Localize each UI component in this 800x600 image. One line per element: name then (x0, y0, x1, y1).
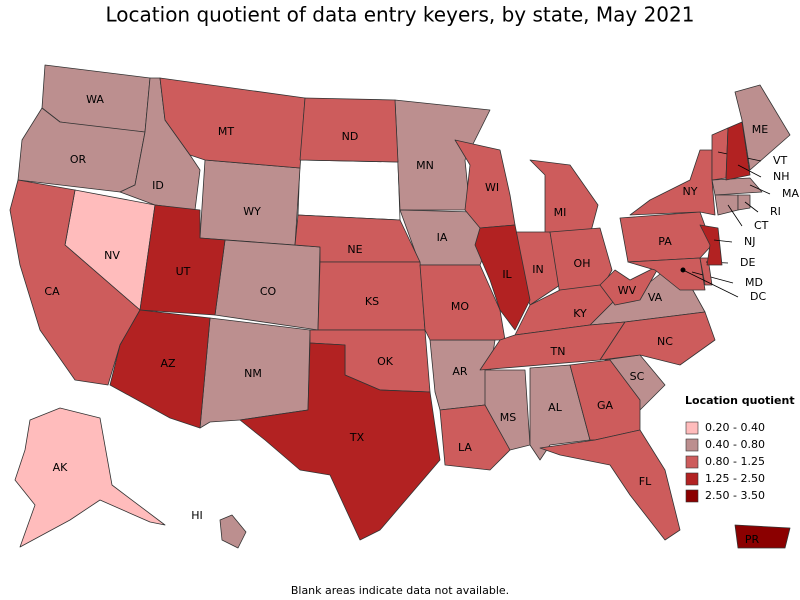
state-label: MS (500, 411, 516, 424)
state-label: NY (683, 185, 698, 198)
state-label: DE (740, 256, 755, 269)
legend-label: 2.50 - 3.50 (705, 489, 765, 502)
state-label: CO (260, 285, 277, 298)
state-label: PR (745, 533, 760, 546)
state (109, 309, 211, 429)
state (239, 342, 441, 541)
state-label: NM (244, 367, 262, 380)
state-label: OR (70, 153, 87, 166)
legend-swatch (685, 438, 699, 452)
legend-label: 0.80 - 1.25 (705, 455, 765, 468)
state-label: MO (451, 300, 469, 313)
state-label: MD (745, 276, 763, 289)
state-label: NC (657, 335, 673, 348)
state (629, 149, 716, 216)
state-label: KY (573, 307, 587, 320)
state (711, 127, 729, 181)
state-label: NJ (744, 235, 755, 248)
state-label: IN (532, 263, 543, 276)
state-label: OK (377, 355, 394, 368)
state-label: MI (554, 206, 567, 219)
state-label: AZ (160, 357, 176, 370)
state (299, 97, 399, 163)
state (725, 121, 751, 181)
leader-line (737, 164, 762, 178)
state (734, 84, 791, 171)
state-label: FL (639, 475, 652, 488)
state-label: SC (630, 370, 645, 383)
legend-label: 0.40 - 0.80 (705, 438, 765, 451)
state (439, 404, 511, 471)
state-label: CT (754, 219, 769, 232)
legend-label: 0.20 - 0.40 (705, 421, 765, 434)
state-label: AL (548, 401, 563, 414)
legend-swatch (685, 489, 699, 503)
state (737, 194, 751, 211)
state-label: NE (347, 243, 362, 256)
state-label: KS (365, 295, 379, 308)
state-label: DC (750, 290, 766, 303)
state (714, 194, 739, 216)
state-label: AK (53, 461, 69, 474)
legend-swatch (685, 455, 699, 469)
state-label: IL (502, 268, 512, 281)
state-label: UT (176, 265, 191, 278)
state-label: HI (191, 509, 203, 522)
state-label: WI (485, 181, 499, 194)
state (734, 524, 791, 549)
footnote: Blank areas indicate data not available. (291, 584, 509, 597)
state (14, 407, 166, 548)
state-label: LA (458, 441, 472, 454)
state-label: ND (342, 130, 359, 143)
leader-line (744, 201, 759, 213)
state-label: OH (574, 257, 591, 270)
state-label: RI (770, 205, 781, 218)
legend-title: Location quotient (685, 394, 795, 407)
leader-line (691, 271, 734, 284)
state-label: AR (452, 365, 468, 378)
state (699, 224, 723, 266)
leader-line (749, 184, 771, 195)
state-label: ID (152, 179, 164, 192)
leader-line (713, 239, 733, 243)
state-label: MT (218, 125, 234, 138)
state-label: NV (104, 249, 120, 262)
legend: Location quotient 0.20 - 0.40 0.40 - 0.80… (685, 394, 795, 503)
state (474, 224, 531, 331)
state-label: CA (44, 285, 60, 298)
state-label: IA (437, 231, 448, 244)
state-label: MA (782, 187, 799, 200)
state (627, 257, 706, 291)
leader-line (682, 269, 739, 298)
state-label: WY (243, 205, 261, 218)
state-label: MN (416, 159, 434, 172)
state-no-data (297, 159, 401, 221)
legend-swatch (685, 472, 699, 486)
state-label: TN (550, 345, 566, 358)
state-label: NH (773, 170, 790, 183)
state-label: GA (597, 399, 614, 412)
legend-swatch (685, 421, 699, 435)
leader-line (727, 204, 743, 227)
state (539, 429, 681, 541)
title: Location quotient of data entry keyers, … (106, 3, 695, 27)
state-label: VT (773, 154, 788, 167)
state-label: WA (86, 93, 104, 106)
state-label: TX (349, 431, 365, 444)
state (529, 159, 599, 236)
state-label: VA (648, 291, 663, 304)
state-label: PA (658, 235, 672, 248)
state (619, 211, 713, 263)
state (9, 179, 141, 386)
legend-label: 1.25 - 2.50 (705, 472, 765, 485)
state (599, 311, 716, 366)
state (219, 514, 247, 549)
state-label: WV (618, 284, 637, 297)
state (199, 159, 301, 246)
state (711, 177, 763, 196)
state-label: ME (752, 123, 768, 136)
